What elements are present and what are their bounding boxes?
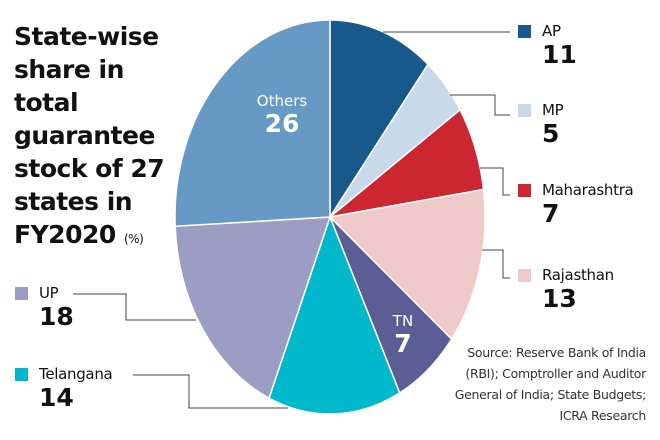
- legend-label: UP: [39, 284, 59, 302]
- legend-telangana: Telangana 14: [15, 365, 113, 413]
- slice-value: 26: [264, 109, 300, 138]
- legend-value: 5: [542, 119, 560, 148]
- swatch: [518, 183, 531, 197]
- title-text: State-wise share in total guarantee stoc…: [14, 22, 165, 249]
- unit-label: (%): [123, 232, 144, 246]
- legend-ap: AP 11: [518, 22, 577, 70]
- chart-title: State-wise share in total guarantee stoc…: [14, 20, 194, 256]
- swatch: [15, 286, 28, 300]
- leader-up: [73, 293, 196, 321]
- swatch: [518, 103, 531, 117]
- legend-rajasthan: Rajasthan 13: [518, 266, 614, 314]
- source-note: Source: Reserve Bank of India (RBI); Com…: [454, 345, 647, 423]
- legend-value: 7: [542, 199, 560, 228]
- leader-mp: [450, 94, 510, 116]
- slice-rajasthan: [328, 188, 486, 341]
- legend-label: AP: [542, 22, 561, 40]
- leader-telangana: [133, 374, 288, 409]
- legend-value: 11: [542, 40, 577, 69]
- leader-maharashtra: [480, 167, 510, 196]
- legend-label: Rajasthan: [542, 266, 614, 284]
- legend-up: UP 18: [15, 284, 74, 332]
- legend-mp: MP 5: [518, 101, 564, 149]
- slice-value: 7: [394, 329, 412, 358]
- legend-label: MP: [542, 101, 564, 119]
- swatch: [518, 268, 531, 282]
- slice-telangana: [268, 214, 401, 415]
- legend-label: Telangana: [39, 365, 113, 383]
- slice-ap: [329, 19, 429, 220]
- slice-others: [174, 19, 331, 227]
- leader-rajasthan: [482, 249, 510, 279]
- legend-label: Maharashtra: [542, 181, 634, 199]
- legend-maharashtra: Maharashtra 7: [518, 181, 634, 229]
- legend-value: 18: [39, 302, 74, 331]
- leader-lines: [73, 31, 510, 409]
- swatch: [518, 24, 531, 38]
- swatch: [15, 367, 28, 381]
- legend-value: 14: [39, 383, 74, 412]
- label-tn: TN 7: [378, 312, 428, 358]
- slice-name: Others: [256, 92, 308, 110]
- label-others: Others 26: [242, 92, 322, 138]
- slice-up: [174, 216, 332, 400]
- slice-name: TN: [392, 312, 414, 330]
- legend-value: 13: [542, 284, 577, 313]
